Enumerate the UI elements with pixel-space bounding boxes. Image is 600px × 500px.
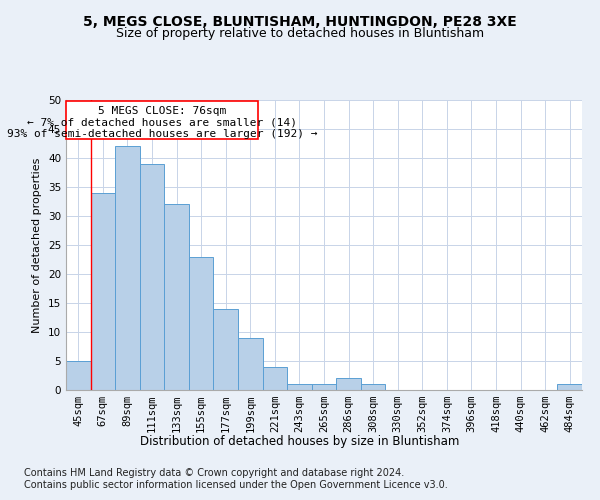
Bar xyxy=(336,378,361,390)
Bar xyxy=(115,146,140,390)
Text: 5, MEGS CLOSE, BLUNTISHAM, HUNTINGDON, PE28 3XE: 5, MEGS CLOSE, BLUNTISHAM, HUNTINGDON, P… xyxy=(83,15,517,29)
Bar xyxy=(287,384,312,390)
Bar xyxy=(189,256,214,390)
Bar xyxy=(140,164,164,390)
Bar xyxy=(66,361,91,390)
Text: Size of property relative to detached houses in Bluntisham: Size of property relative to detached ho… xyxy=(116,28,484,40)
Bar xyxy=(91,193,115,390)
Bar xyxy=(238,338,263,390)
Bar xyxy=(312,384,336,390)
FancyBboxPatch shape xyxy=(66,101,257,140)
Text: 5 MEGS CLOSE: 76sqm: 5 MEGS CLOSE: 76sqm xyxy=(98,106,226,116)
Text: 93% of semi-detached houses are larger (192) →: 93% of semi-detached houses are larger (… xyxy=(7,128,317,138)
Bar xyxy=(164,204,189,390)
Text: Contains HM Land Registry data © Crown copyright and database right 2024.: Contains HM Land Registry data © Crown c… xyxy=(24,468,404,477)
Bar xyxy=(557,384,582,390)
Text: Distribution of detached houses by size in Bluntisham: Distribution of detached houses by size … xyxy=(140,435,460,448)
Text: ← 7% of detached houses are smaller (14): ← 7% of detached houses are smaller (14) xyxy=(27,117,297,127)
Y-axis label: Number of detached properties: Number of detached properties xyxy=(32,158,43,332)
Bar xyxy=(361,384,385,390)
Bar xyxy=(214,309,238,390)
Text: Contains public sector information licensed under the Open Government Licence v3: Contains public sector information licen… xyxy=(24,480,448,490)
Bar xyxy=(263,367,287,390)
